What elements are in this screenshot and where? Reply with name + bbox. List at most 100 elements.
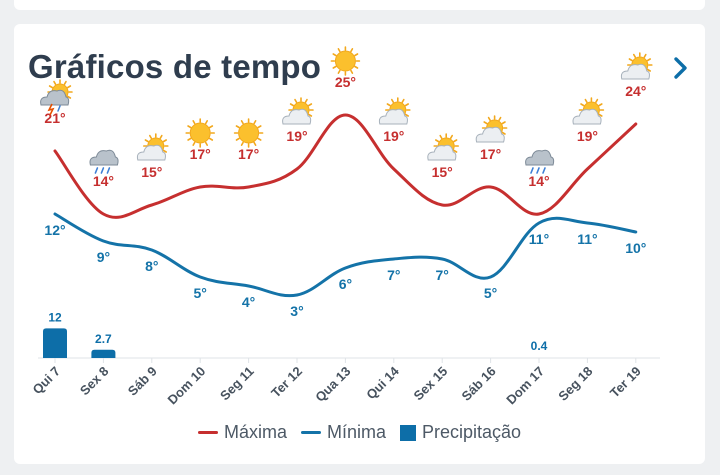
sun-ray [350, 48, 354, 53]
rain-drop [542, 167, 546, 174]
day-label: Ter 12 [268, 364, 305, 401]
min-temp-line [53, 212, 638, 298]
sun-ray [483, 121, 488, 125]
min-temp-label: 11° [577, 231, 597, 247]
partly-cloudy-icon [282, 97, 314, 125]
sun-ray [144, 139, 149, 143]
sun-ray [453, 139, 458, 143]
sun-ray [192, 120, 196, 125]
sun-ray [598, 113, 603, 117]
sun-ray [192, 141, 196, 146]
sun-icon [330, 46, 361, 76]
sun-icon [185, 118, 215, 148]
sun-ray [646, 68, 651, 72]
sun-ray [162, 139, 167, 143]
chart-legend: Máxima Mínima Precipitação [14, 422, 705, 443]
day-label: Sex 8 [77, 364, 112, 399]
sun-ray [257, 125, 262, 129]
partly-cloudy-icon [136, 133, 169, 161]
sun-ray [404, 103, 409, 107]
sun-ray [307, 113, 313, 117]
sun-ray [501, 131, 506, 135]
day-label: Dom 17 [503, 364, 547, 408]
day-label: Ter 19 [607, 364, 644, 401]
max-temp-label: 14° [528, 173, 549, 189]
sun-ray [332, 53, 337, 57]
sun-ray [63, 80, 67, 86]
sun-ray [584, 98, 588, 104]
sun-ray [487, 116, 491, 122]
rain-cloud-icon [525, 149, 555, 174]
sun-ray [354, 53, 359, 57]
legend-max[interactable]: Máxima [197, 422, 287, 443]
sun-ray [580, 103, 585, 107]
precip-bar [91, 349, 116, 358]
cloud-shape [89, 149, 119, 166]
max-temp-label: 15° [141, 164, 162, 180]
sun-ray [401, 98, 405, 104]
sun-ray [253, 120, 257, 125]
sun-ray [332, 65, 337, 69]
rain-drop [106, 167, 111, 174]
rain-drop [100, 167, 105, 174]
precip-label: 0.4 [531, 339, 548, 353]
day-label: Qui 14 [363, 363, 402, 402]
rain-drop [94, 167, 99, 174]
sun-ray [187, 137, 192, 141]
precip-label: 12 [48, 310, 62, 324]
sun-ray [449, 134, 454, 140]
sun-ray [498, 116, 502, 122]
sun-ray [350, 69, 354, 74]
partly-cloudy-icon [620, 52, 653, 80]
max-temp-label: 19° [286, 128, 307, 144]
legend-precip[interactable]: Precipitação [399, 422, 522, 443]
sun-ray [435, 139, 440, 143]
sun-ray [53, 80, 57, 86]
min-temp-label: 5° [484, 285, 497, 301]
legend-precip-swatch [399, 424, 416, 441]
sun-ray [66, 85, 72, 89]
rain-drop [57, 105, 61, 112]
day-label: Seg 11 [217, 364, 257, 404]
sun-ray [294, 98, 298, 104]
sun-ray [48, 85, 54, 89]
sun-ray [162, 149, 167, 153]
chevron-right-icon[interactable] [671, 56, 691, 80]
sun-ray [337, 69, 341, 74]
legend-min[interactable]: Mínima [300, 422, 386, 443]
max-temp-label: 21° [44, 110, 65, 126]
max-temp-label: 17° [190, 146, 211, 162]
sun-disc [189, 122, 211, 144]
sun-ray [595, 98, 599, 104]
sun-ray [66, 95, 72, 99]
partly-cloudy-icon [475, 115, 508, 143]
max-temp-label: 17° [238, 146, 259, 162]
sun-ray [386, 103, 391, 107]
max-temp-label: 25° [335, 74, 356, 90]
sun-disc [238, 122, 260, 144]
min-temp-label: 5° [194, 285, 207, 301]
sun-ray [453, 149, 458, 153]
sun-ray [204, 120, 208, 125]
max-temp-label: 14° [93, 173, 114, 189]
sun-ray [304, 98, 308, 104]
lightning-bolt [47, 103, 55, 116]
min-temp-label: 11° [529, 231, 549, 247]
day-label: Sáb 16 [458, 364, 498, 404]
sun-ray [235, 137, 240, 141]
sun-ray [257, 137, 262, 141]
sun-icon [233, 118, 264, 148]
sun-ray [149, 134, 153, 140]
day-label: Sex 15 [411, 364, 451, 404]
partly-cloudy-icon [427, 133, 460, 161]
legend-max-swatch [197, 431, 218, 434]
min-temp-label: 7° [387, 267, 400, 283]
legend-precip-label: Precipitação [421, 422, 522, 442]
sun-ray [439, 134, 443, 140]
sun-ray [501, 121, 506, 125]
max-temp-line [53, 113, 638, 219]
sun-ray [240, 141, 244, 146]
weather-charts-card: Gráficos de tempo Máxima Mínima Precipit… [14, 24, 705, 464]
day-label: Qui 7 [30, 364, 64, 398]
sun-ray [187, 125, 192, 129]
